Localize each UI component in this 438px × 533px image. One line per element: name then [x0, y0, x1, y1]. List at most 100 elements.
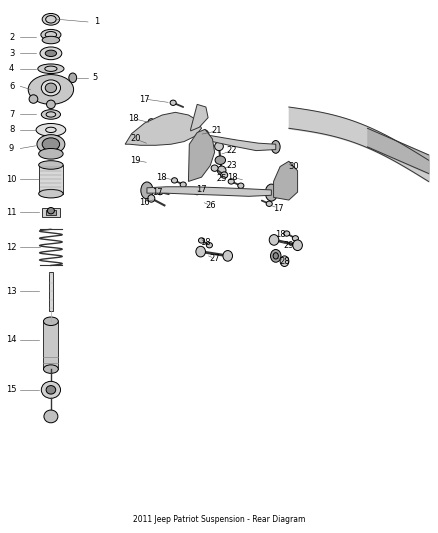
Ellipse shape — [41, 110, 60, 119]
Text: 19: 19 — [130, 156, 141, 165]
Text: 22: 22 — [227, 146, 237, 155]
Polygon shape — [188, 130, 215, 181]
Ellipse shape — [201, 130, 209, 145]
Ellipse shape — [271, 249, 281, 262]
Text: 3: 3 — [9, 49, 14, 58]
Ellipse shape — [46, 100, 55, 109]
Ellipse shape — [228, 179, 234, 184]
Text: 17: 17 — [139, 94, 150, 103]
Text: 2011 Jeep Patriot Suspension - Rear Diagram: 2011 Jeep Patriot Suspension - Rear Diag… — [133, 514, 305, 523]
Ellipse shape — [141, 182, 153, 199]
Text: 28: 28 — [279, 257, 290, 265]
Ellipse shape — [42, 13, 60, 25]
Text: 10: 10 — [7, 175, 17, 184]
Text: 13: 13 — [6, 287, 17, 296]
Text: 11: 11 — [7, 208, 17, 217]
Ellipse shape — [272, 141, 280, 154]
Text: 25: 25 — [216, 174, 226, 183]
Ellipse shape — [39, 149, 63, 159]
Ellipse shape — [273, 253, 279, 259]
Ellipse shape — [269, 235, 279, 245]
Text: 23: 23 — [227, 161, 237, 170]
Text: 20: 20 — [130, 134, 141, 143]
Ellipse shape — [170, 100, 176, 106]
Ellipse shape — [37, 135, 65, 154]
Ellipse shape — [223, 251, 233, 261]
Text: 21: 21 — [212, 126, 222, 135]
Ellipse shape — [40, 47, 62, 60]
Text: 18: 18 — [227, 173, 237, 182]
Ellipse shape — [221, 172, 228, 178]
Text: 14: 14 — [7, 335, 17, 344]
Ellipse shape — [45, 50, 57, 56]
Ellipse shape — [45, 83, 57, 93]
Ellipse shape — [171, 177, 177, 183]
Text: 16: 16 — [139, 198, 150, 207]
Text: 17: 17 — [272, 204, 283, 213]
Ellipse shape — [157, 189, 163, 195]
Bar — [43, 321, 58, 369]
Ellipse shape — [194, 189, 200, 195]
Ellipse shape — [206, 243, 212, 248]
Ellipse shape — [265, 184, 278, 201]
Bar — [39, 165, 63, 193]
Bar — [49, 272, 53, 311]
Text: 18: 18 — [275, 230, 286, 239]
Text: 18: 18 — [156, 173, 167, 182]
Ellipse shape — [47, 207, 54, 214]
Ellipse shape — [43, 317, 58, 326]
Text: 26: 26 — [205, 201, 215, 210]
Text: 1: 1 — [94, 18, 99, 27]
Text: 18: 18 — [128, 114, 139, 123]
Ellipse shape — [43, 365, 58, 373]
Ellipse shape — [148, 195, 155, 202]
Ellipse shape — [198, 238, 205, 243]
Ellipse shape — [217, 166, 226, 174]
Text: 9: 9 — [9, 144, 14, 153]
Ellipse shape — [215, 142, 223, 151]
Ellipse shape — [42, 36, 60, 44]
Ellipse shape — [69, 73, 77, 83]
Ellipse shape — [41, 29, 61, 40]
Polygon shape — [147, 187, 272, 196]
Polygon shape — [205, 135, 276, 151]
Ellipse shape — [29, 95, 38, 103]
Text: 18: 18 — [201, 238, 211, 247]
Ellipse shape — [215, 156, 226, 165]
Ellipse shape — [44, 410, 58, 423]
Ellipse shape — [42, 138, 60, 151]
Text: 2: 2 — [9, 33, 14, 42]
Text: 27: 27 — [209, 254, 220, 263]
Ellipse shape — [28, 75, 74, 104]
Ellipse shape — [196, 246, 205, 257]
Ellipse shape — [46, 385, 56, 394]
Text: 29: 29 — [284, 241, 294, 250]
Ellipse shape — [159, 125, 165, 130]
Bar — [42, 208, 60, 216]
Ellipse shape — [39, 189, 63, 198]
Text: 4: 4 — [9, 64, 14, 73]
Text: 5: 5 — [92, 73, 97, 82]
Text: 17: 17 — [152, 188, 163, 197]
Polygon shape — [274, 161, 297, 200]
Ellipse shape — [293, 240, 302, 251]
Polygon shape — [191, 104, 208, 131]
Text: 8: 8 — [9, 125, 14, 134]
Text: 12: 12 — [7, 243, 17, 252]
Ellipse shape — [36, 124, 66, 136]
Ellipse shape — [284, 231, 290, 236]
Ellipse shape — [39, 161, 63, 169]
Polygon shape — [125, 112, 201, 146]
Ellipse shape — [211, 165, 218, 171]
Text: 7: 7 — [9, 110, 14, 119]
Text: 17: 17 — [196, 185, 207, 194]
Ellipse shape — [41, 381, 60, 398]
Ellipse shape — [280, 256, 289, 266]
Text: 15: 15 — [7, 385, 17, 394]
Text: 30: 30 — [289, 162, 300, 171]
Ellipse shape — [148, 119, 154, 124]
Text: 6: 6 — [9, 82, 14, 91]
Bar — [46, 209, 56, 215]
Ellipse shape — [266, 201, 272, 206]
Ellipse shape — [180, 182, 186, 187]
